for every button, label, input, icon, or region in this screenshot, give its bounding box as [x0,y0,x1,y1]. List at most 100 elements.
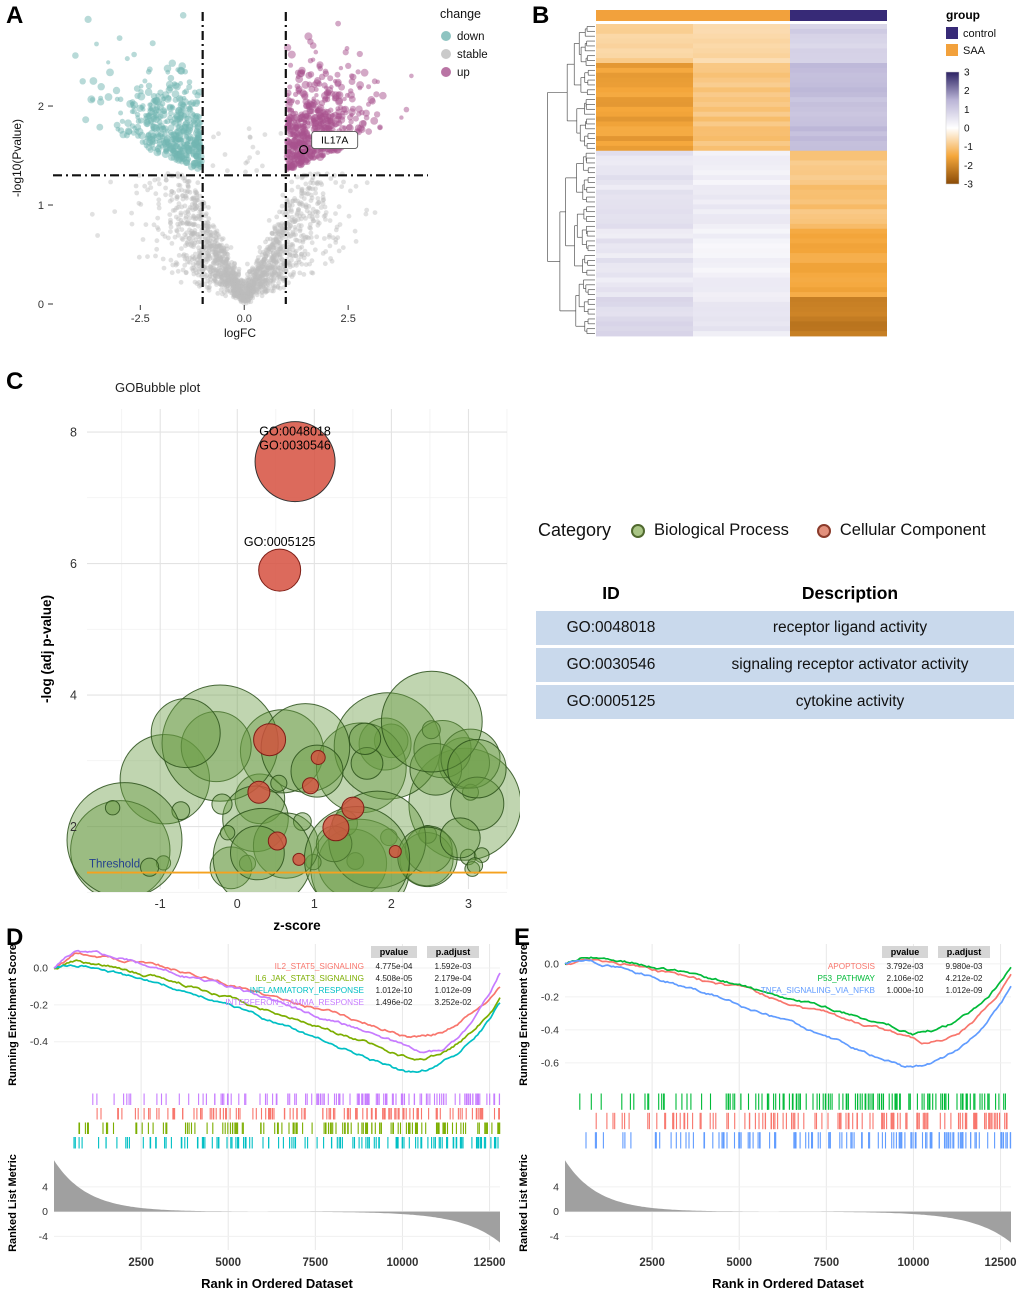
svg-text:1.012e-10: 1.012e-10 [376,986,413,995]
svg-text:0: 0 [964,124,970,135]
svg-text:0: 0 [38,299,44,311]
svg-text:-1: -1 [155,897,166,911]
category-item-cellular-component: Cellular Component [816,521,986,540]
svg-text:10000: 10000 [897,1257,929,1269]
svg-text:5000: 5000 [726,1257,752,1269]
go-table-row: GO:0005125 cytokine activity [536,685,1014,719]
svg-text:Rank in Ordered Dataset: Rank in Ordered Dataset [712,1276,864,1291]
svg-text:z-score: z-score [273,918,321,933]
panel-b-letter: B [532,2,550,29]
svg-text:0: 0 [553,1206,559,1218]
svg-text:INTERFERON_GAMMA_RESPONSE: INTERFERON_GAMMA_RESPONSE [225,998,364,1007]
svg-text:-3: -3 [964,180,973,191]
svg-text:0: 0 [42,1206,48,1218]
svg-text:-2: -2 [964,161,973,172]
svg-text:4.212e-02: 4.212e-02 [946,974,983,983]
svg-text:0: 0 [234,897,241,911]
go-id: GO:0005125 [566,693,656,710]
svg-text:2: 2 [38,101,44,113]
svg-text:control: control [963,28,996,40]
svg-text:IL2_STAT5_SIGNALING: IL2_STAT5_SIGNALING [275,962,364,971]
svg-text:logFC: logFC [224,326,256,340]
gsea-plot-d: 0.0 -0.2 -0.4 4 0 -4 2500 5000 7500 10000 12500 Ran… [7,944,506,1291]
gsea-plot-e: 0.0 -0.2 -0.4 -0.6 4 0 -4 2500 5000 7500 10000 1250… [518,944,1017,1291]
svg-text:pvalue: pvalue [891,947,920,957]
svg-text:2.179e-04: 2.179e-04 [435,974,472,983]
svg-text:1.012e-09: 1.012e-09 [946,986,983,995]
go-id: GO:0048018 [566,619,656,636]
svg-text:SAA: SAA [963,45,986,57]
svg-text:p.adjust: p.adjust [947,947,982,957]
svg-text:Running Enrichment Score: Running Enrichment Score [7,944,19,1086]
svg-text:-1: -1 [964,142,973,153]
svg-text:7500: 7500 [814,1257,840,1269]
heatmap-plot: group control SAA 3 2 1 0 -1 -2 -3 [547,8,996,337]
svg-text:-log (adj p-value): -log (adj p-value) [39,595,54,703]
svg-text:-4: -4 [550,1231,559,1243]
svg-text:4: 4 [42,1181,48,1193]
svg-text:GOBubble plot: GOBubble plot [115,380,201,395]
panel-c-letter: C [6,368,24,395]
go-description: cytokine activity [795,693,905,710]
svg-text:2500: 2500 [128,1257,154,1269]
panel-e-letter: E [514,924,531,951]
svg-text:2.5: 2.5 [341,313,356,325]
svg-text:7500: 7500 [303,1257,329,1269]
svg-text:0.0: 0.0 [33,962,48,974]
svg-text:P53_PATHWAY: P53_PATHWAY [818,974,876,983]
go-term-table: ID Description GO:0048018 receptor ligan… [536,583,1014,722]
svg-text:-0.2: -0.2 [541,991,559,1003]
svg-text:3: 3 [964,68,970,79]
svg-text:down: down [457,31,485,43]
svg-text:1: 1 [964,105,970,116]
svg-text:1.000e-10: 1.000e-10 [887,986,924,995]
cellular-component-label: Cellular Component [839,521,986,539]
svg-text:-log10(Pvalue): -log10(Pvalue) [10,119,24,197]
svg-text:1.592e-03: 1.592e-03 [435,962,472,971]
svg-text:-0.4: -0.4 [541,1024,559,1036]
svg-text:0.0: 0.0 [237,313,252,325]
go-table-row: GO:0030546 signaling receptor activator … [536,648,1014,682]
svg-text:-0.2: -0.2 [30,999,48,1011]
panel-d-letter: D [6,924,24,951]
category-legend-title: Category [538,520,612,540]
biological-process-label: Biological Process [654,521,789,539]
svg-text:Rank in Ordered Dataset: Rank in Ordered Dataset [201,1276,353,1291]
panel-a-letter: A [6,2,24,29]
svg-text:Running Enrichment Score: Running Enrichment Score [518,944,530,1086]
svg-text:2: 2 [388,897,395,911]
go-id: GO:0030546 [566,656,656,673]
svg-text:12500: 12500 [985,1257,1017,1269]
go-table-header-row: ID Description [536,583,1014,604]
svg-text:GO:0030546: GO:0030546 [259,439,331,453]
svg-text:4.775e-04: 4.775e-04 [376,962,413,971]
biological-process-dot [631,523,646,538]
svg-text:-0.6: -0.6 [541,1057,559,1069]
svg-text:3: 3 [465,897,472,911]
svg-text:4: 4 [70,689,77,703]
svg-text:3.792e-03: 3.792e-03 [887,962,924,971]
svg-text:4.508e-05: 4.508e-05 [376,974,413,983]
category-item-biological-process: Biological Process [631,521,789,540]
svg-text:IL17A: IL17A [321,135,348,147]
svg-text:5000: 5000 [215,1257,241,1269]
svg-text:1.496e-02: 1.496e-02 [376,998,413,1007]
svg-text:pvalue: pvalue [380,947,409,957]
svg-text:-0.4: -0.4 [30,1036,48,1048]
category-legend: Category Biological Process Cellular Com… [538,520,1018,541]
svg-text:1.012e-09: 1.012e-09 [435,986,472,995]
svg-text:Threshold: Threshold [89,859,140,871]
svg-text:Ranked List Metric: Ranked List Metric [518,1154,530,1252]
volcano-plot: IL17A -2.5 0.0 2.5 0 1 2 logFC -log10(Pvalue) cha… [10,7,488,340]
svg-text:stable: stable [457,49,488,61]
go-table-header-id: ID [602,583,620,603]
svg-text:change: change [440,7,481,21]
cellular-component-dot [816,523,831,538]
svg-text:APOPTOSIS: APOPTOSIS [828,962,876,971]
go-description: signaling receptor activator activity [731,656,969,673]
svg-text:p.adjust: p.adjust [436,947,471,957]
svg-text:GO:0005125: GO:0005125 [244,535,316,549]
svg-text:2: 2 [70,820,77,834]
go-description: receptor ligand activity [772,619,928,636]
